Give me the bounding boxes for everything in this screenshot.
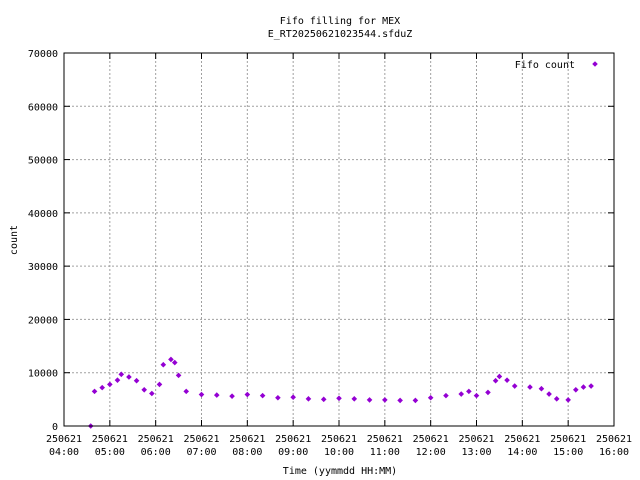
x-tick-label-date: 250621 bbox=[367, 434, 403, 445]
x-tick-label-date: 250621 bbox=[596, 434, 632, 445]
y-tick-label: 10000 bbox=[28, 369, 58, 380]
data-point bbox=[92, 389, 98, 395]
x-tick-label-time: 04:00 bbox=[49, 447, 79, 458]
x-tick-label-date: 250621 bbox=[46, 434, 82, 445]
data-point bbox=[413, 398, 419, 404]
grid-lines bbox=[64, 53, 614, 426]
data-point bbox=[428, 395, 434, 401]
data-point bbox=[172, 360, 178, 366]
y-tick-label: 0 bbox=[52, 422, 58, 433]
x-tick-label-time: 16:00 bbox=[599, 447, 629, 458]
data-point bbox=[245, 392, 251, 398]
data-point bbox=[367, 397, 373, 403]
data-point bbox=[118, 372, 124, 378]
data-point bbox=[161, 362, 167, 368]
data-point bbox=[275, 395, 281, 401]
data-point bbox=[458, 391, 464, 397]
x-tick-label-time: 06:00 bbox=[141, 447, 171, 458]
y-tick-label: 20000 bbox=[28, 315, 58, 326]
data-point bbox=[134, 378, 140, 384]
x-tick-label-date: 250621 bbox=[321, 434, 357, 445]
data-point bbox=[382, 397, 388, 403]
x-tick-label-date: 250621 bbox=[229, 434, 265, 445]
data-point bbox=[107, 382, 113, 388]
data-point bbox=[546, 391, 552, 397]
data-point bbox=[512, 383, 518, 389]
x-tick-label-date: 250621 bbox=[504, 434, 540, 445]
x-tick-label-time: 07:00 bbox=[186, 447, 216, 458]
data-point bbox=[443, 393, 449, 399]
y-tick-label: 70000 bbox=[28, 49, 58, 60]
x-tick-label-time: 12:00 bbox=[416, 447, 446, 458]
chart-title: Fifo filling for MEX bbox=[280, 16, 400, 27]
data-point bbox=[539, 386, 545, 392]
chart-points bbox=[88, 357, 594, 429]
x-tick-label-time: 10:00 bbox=[324, 447, 354, 458]
data-point bbox=[588, 383, 594, 389]
data-point bbox=[168, 357, 174, 363]
legend: Fifo count bbox=[515, 60, 598, 71]
x-tick-label-date: 250621 bbox=[92, 434, 128, 445]
data-point bbox=[554, 396, 560, 402]
data-point bbox=[497, 374, 503, 380]
data-point bbox=[115, 377, 121, 383]
data-point bbox=[527, 384, 533, 390]
x-tick-label-time: 11:00 bbox=[370, 447, 400, 458]
data-point bbox=[493, 378, 499, 384]
data-point bbox=[485, 390, 491, 396]
legend-label: Fifo count bbox=[515, 60, 575, 71]
y-tick-label: 30000 bbox=[28, 262, 58, 273]
data-point bbox=[260, 393, 266, 399]
data-point bbox=[157, 382, 163, 388]
y-tick-label: 60000 bbox=[28, 102, 58, 113]
x-tick-label-date: 250621 bbox=[275, 434, 311, 445]
data-point bbox=[565, 397, 571, 403]
data-point bbox=[397, 398, 403, 404]
data-point bbox=[290, 394, 296, 400]
y-axis-label: count bbox=[9, 225, 20, 255]
data-point bbox=[229, 393, 235, 399]
data-point bbox=[474, 393, 480, 399]
x-tick-label-time: 13:00 bbox=[461, 447, 491, 458]
data-point bbox=[321, 397, 327, 403]
data-point bbox=[126, 374, 132, 380]
x-tick-labels: 250621 04:00 250621 05:00 250621 06:00 250621 0… bbox=[46, 434, 632, 458]
data-point bbox=[573, 387, 579, 393]
data-point bbox=[183, 389, 189, 395]
x-tick-label-date: 250621 bbox=[458, 434, 494, 445]
chart-subtitle: E_RT20250621023544.sfduZ bbox=[268, 29, 413, 40]
x-tick-label-time: 14:00 bbox=[507, 447, 537, 458]
data-point bbox=[176, 373, 182, 379]
x-tick-label-date: 250621 bbox=[550, 434, 586, 445]
y-tick-labels: 0 10000 20000 30000 40000 50000 60000 70000 bbox=[28, 49, 58, 433]
data-point bbox=[199, 392, 205, 398]
data-point bbox=[214, 392, 220, 398]
data-point bbox=[466, 389, 472, 395]
y-tick-label: 40000 bbox=[28, 209, 58, 220]
data-point bbox=[351, 396, 357, 402]
x-tick-label-date: 250621 bbox=[413, 434, 449, 445]
data-point bbox=[99, 385, 105, 391]
data-point bbox=[336, 395, 342, 401]
x-tick-label-date: 250621 bbox=[138, 434, 174, 445]
data-point bbox=[581, 384, 587, 390]
legend-marker bbox=[592, 61, 598, 67]
x-tick-label-time: 08:00 bbox=[232, 447, 262, 458]
x-tick-label-time: 09:00 bbox=[278, 447, 308, 458]
data-point bbox=[306, 396, 312, 402]
x-tick-label-date: 250621 bbox=[183, 434, 219, 445]
x-axis-label: Time (yymmdd HH:MM) bbox=[283, 466, 397, 477]
data-point bbox=[149, 391, 155, 397]
y-tick-label: 50000 bbox=[28, 156, 58, 167]
x-tick-label-time: 15:00 bbox=[553, 447, 583, 458]
x-tick-label-time: 05:00 bbox=[95, 447, 125, 458]
data-point bbox=[504, 377, 510, 383]
data-point bbox=[141, 387, 147, 393]
